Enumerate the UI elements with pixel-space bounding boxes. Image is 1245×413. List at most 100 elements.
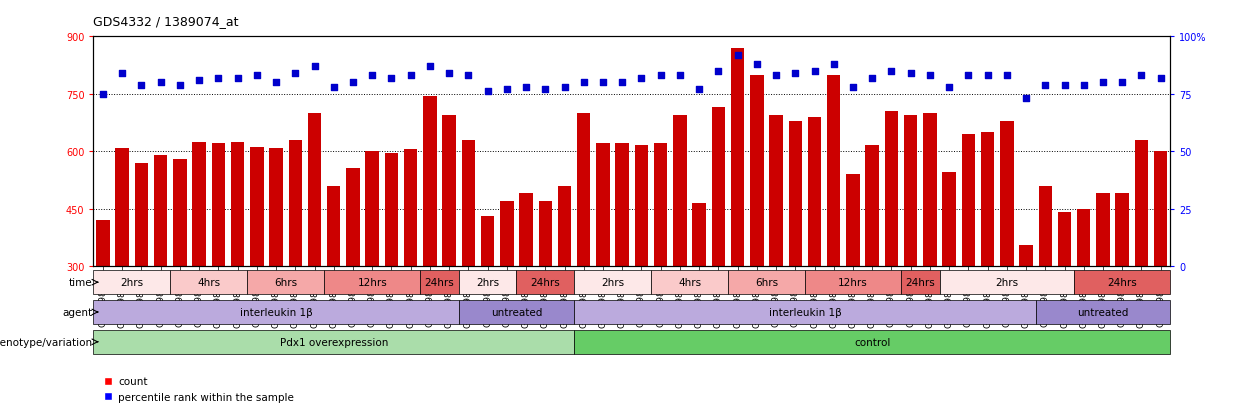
Point bbox=[1150, 75, 1170, 82]
Bar bbox=[635, 146, 649, 266]
Bar bbox=[651, 271, 728, 294]
Point bbox=[228, 75, 248, 82]
Point bbox=[690, 87, 710, 93]
Bar bbox=[901, 271, 940, 294]
Point bbox=[613, 80, 632, 86]
Bar bbox=[1058, 213, 1071, 266]
Bar bbox=[654, 144, 667, 266]
Bar bbox=[1038, 186, 1052, 266]
Bar bbox=[749, 75, 763, 266]
Point bbox=[920, 73, 940, 79]
Bar bbox=[442, 116, 456, 266]
Text: agent: agent bbox=[62, 307, 92, 317]
Point bbox=[959, 73, 979, 79]
Bar bbox=[308, 114, 321, 266]
Point bbox=[881, 68, 901, 75]
Point bbox=[344, 80, 364, 86]
Bar bbox=[93, 330, 574, 354]
Bar bbox=[212, 144, 225, 266]
Text: 4hrs: 4hrs bbox=[197, 278, 220, 287]
Bar bbox=[500, 202, 514, 266]
Bar bbox=[712, 108, 725, 266]
Point bbox=[362, 73, 382, 79]
Bar bbox=[458, 271, 517, 294]
Bar bbox=[769, 116, 783, 266]
Bar bbox=[1097, 194, 1109, 266]
Bar bbox=[154, 156, 167, 266]
Point bbox=[863, 75, 883, 82]
Point bbox=[900, 71, 920, 77]
Text: 24hrs: 24hrs bbox=[425, 278, 454, 287]
Text: genotype/variation: genotype/variation bbox=[0, 337, 92, 347]
Point bbox=[497, 87, 517, 93]
Point bbox=[305, 64, 325, 70]
Text: 12hrs: 12hrs bbox=[357, 278, 387, 287]
Bar bbox=[574, 300, 1036, 324]
Bar bbox=[539, 202, 552, 266]
Text: 2hrs: 2hrs bbox=[121, 278, 143, 287]
Bar bbox=[885, 112, 898, 266]
Bar bbox=[93, 300, 458, 324]
Point bbox=[939, 84, 959, 91]
Text: 4hrs: 4hrs bbox=[679, 278, 701, 287]
Bar bbox=[346, 169, 360, 266]
Text: 2hrs: 2hrs bbox=[995, 278, 1018, 287]
Bar bbox=[596, 144, 610, 266]
Point bbox=[997, 73, 1017, 79]
Bar bbox=[827, 75, 840, 266]
Bar bbox=[1154, 152, 1168, 266]
Text: interleukin 1β: interleukin 1β bbox=[768, 307, 842, 317]
Text: interleukin 1β: interleukin 1β bbox=[240, 307, 312, 317]
Bar bbox=[248, 271, 324, 294]
Point bbox=[574, 80, 594, 86]
Bar bbox=[1134, 140, 1148, 266]
Bar bbox=[289, 140, 303, 266]
Point bbox=[766, 73, 786, 79]
Text: untreated: untreated bbox=[491, 307, 542, 317]
Point bbox=[747, 62, 767, 68]
Point bbox=[977, 73, 997, 79]
Bar bbox=[458, 300, 574, 324]
Bar bbox=[385, 154, 398, 266]
Bar bbox=[961, 135, 975, 266]
Bar bbox=[327, 186, 340, 266]
Bar bbox=[615, 144, 629, 266]
Point bbox=[401, 73, 421, 79]
Point bbox=[285, 71, 305, 77]
Point bbox=[535, 87, 555, 93]
Point bbox=[208, 75, 228, 82]
Point bbox=[1132, 73, 1152, 79]
Bar bbox=[116, 149, 129, 266]
Bar bbox=[423, 96, 437, 266]
Bar bbox=[519, 194, 533, 266]
Bar bbox=[1036, 300, 1170, 324]
Bar bbox=[1074, 271, 1170, 294]
Point bbox=[112, 71, 132, 77]
Text: 6hrs: 6hrs bbox=[274, 278, 298, 287]
Point bbox=[804, 68, 824, 75]
Point bbox=[631, 75, 651, 82]
Bar bbox=[692, 203, 706, 266]
Bar bbox=[558, 186, 571, 266]
Point bbox=[151, 80, 171, 86]
Bar bbox=[324, 271, 421, 294]
Bar bbox=[806, 271, 901, 294]
Bar bbox=[366, 152, 378, 266]
Point bbox=[132, 82, 152, 89]
Bar bbox=[93, 271, 171, 294]
Bar bbox=[808, 117, 822, 266]
Bar bbox=[96, 221, 110, 266]
Bar bbox=[517, 271, 574, 294]
Point bbox=[266, 80, 286, 86]
Point bbox=[593, 80, 613, 86]
Point bbox=[786, 71, 806, 77]
Text: untreated: untreated bbox=[1077, 307, 1129, 317]
Point bbox=[1016, 96, 1036, 102]
Point bbox=[670, 73, 690, 79]
Bar bbox=[865, 146, 879, 266]
Point bbox=[727, 52, 747, 59]
Text: time: time bbox=[68, 278, 92, 287]
Point bbox=[439, 71, 459, 77]
Point bbox=[1112, 80, 1132, 86]
Bar bbox=[1077, 209, 1091, 266]
